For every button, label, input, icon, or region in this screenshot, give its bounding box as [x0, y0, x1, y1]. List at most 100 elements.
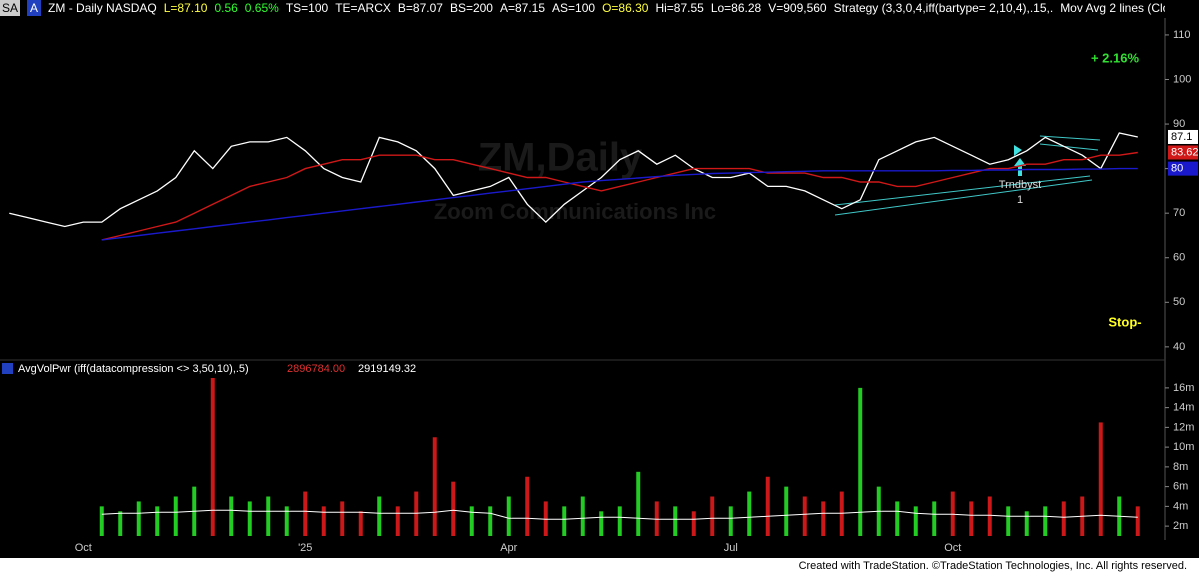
volume-bar: [710, 496, 715, 536]
avg-volume-line: [101, 509, 1138, 520]
x-tick-label: Jul: [724, 542, 738, 554]
y-tick-label: 16m: [1173, 382, 1194, 394]
volume-bar: [969, 501, 974, 536]
volume-bar: [987, 496, 992, 536]
last-value-box: [1168, 145, 1198, 160]
volume-bar: [895, 501, 900, 536]
trendlines: [834, 135, 1101, 216]
volume-bar: [210, 378, 215, 536]
price-line: [101, 151, 1138, 241]
y-tick-label: 6m: [1173, 481, 1188, 493]
last-value-label: 83.62: [1171, 146, 1199, 158]
x-tick-label: '25: [298, 542, 312, 554]
y-tick-label: 40: [1173, 341, 1185, 353]
volume-bar: [173, 496, 178, 536]
y-tick-label: 8m: [1173, 461, 1188, 473]
y-tick-label: 100: [1173, 73, 1191, 85]
header-item: Mov Avg 2 lines (Clo: [1060, 1, 1165, 15]
volume-bar: [1006, 506, 1011, 536]
header-item: ZM - Daily NASDAQ: [48, 1, 157, 15]
volume-bar: [432, 437, 437, 536]
header-item: TS=100: [285, 1, 329, 15]
volume-bar: [1061, 501, 1066, 536]
volume-bar: [284, 506, 289, 536]
header-item: BS=200: [449, 1, 493, 15]
volume-bar: [266, 496, 271, 536]
volume-bar: [636, 471, 641, 536]
x-tick-label: Apr: [500, 542, 517, 554]
y-tick-label: 14m: [1173, 402, 1194, 414]
volume-bar: [802, 496, 807, 536]
y-tick-label: 10m: [1173, 441, 1194, 453]
header-item: O=86.30: [602, 1, 649, 15]
header-item: SA: [0, 0, 21, 16]
watermark: ZM,Daily: [478, 136, 643, 180]
volume-bar: [1024, 511, 1029, 536]
volume-bar: [858, 387, 863, 536]
header-item: L=87.10: [163, 1, 208, 15]
volume-bar: [321, 506, 326, 536]
readout: 2896784.00: [287, 363, 345, 375]
volume-bar: [1098, 422, 1103, 536]
indicator-title: AvgVolPwr (iff(datacompression <> 3,50,1…: [18, 363, 249, 375]
y-tick-label: 50: [1173, 296, 1185, 308]
volume-bar: [1043, 506, 1048, 536]
volume-bar: [691, 511, 696, 536]
volume-bar: [580, 496, 585, 536]
annotation: 1: [1017, 194, 1023, 206]
y-tick-label: 4m: [1173, 500, 1188, 512]
last-value-box: [1168, 161, 1198, 176]
header-item: Strategy (3,3,0,4,iff(bartype= 2,10,4),.…: [833, 1, 1054, 15]
volume-bar: [784, 486, 789, 536]
volume-bar: [932, 501, 937, 536]
header-item: AS=100: [552, 1, 596, 15]
last-value-box: [1168, 129, 1198, 144]
volume-bar: [229, 496, 234, 536]
indicator-icon: [2, 363, 13, 374]
y-tick-label: 2m: [1173, 520, 1188, 532]
y-tick-label: 12m: [1173, 421, 1194, 433]
header-item: Lo=86.28: [710, 1, 762, 15]
volume-bar: [488, 506, 493, 536]
volume-bar: [617, 506, 622, 536]
volume-bar: [303, 491, 308, 536]
volume-bar: [395, 506, 400, 536]
chart: ZM,Daily Zoom Communications Inc + 2.16%…: [0, 18, 1199, 554]
header-item: A: [27, 0, 42, 16]
volume-bar: [747, 491, 752, 536]
price-line: [101, 167, 1138, 241]
last-value-label: 87.1: [1171, 131, 1192, 143]
volume-bar: [1135, 506, 1140, 536]
volume-bar: [358, 511, 363, 536]
header-item: Hi=87.55: [655, 1, 704, 15]
y-tick-label: 110: [1173, 29, 1191, 41]
header-item: 0.56: [214, 1, 238, 15]
volume-bar: [950, 491, 955, 536]
footer: Created with TradeStation. ©TradeStation…: [0, 558, 1199, 574]
y-tick-label: 90: [1173, 118, 1185, 130]
annotation: Trndbyst: [999, 179, 1041, 191]
last-value-label: 80: [1171, 163, 1183, 175]
header: SA A ZM - Daily NASDAQ L=87.10 0.56 0.65% TS=1…: [0, 0, 1165, 16]
volume-bar: [340, 501, 345, 536]
volume-bar: [247, 501, 252, 536]
volume-bar: [99, 506, 104, 536]
x-tick-label: Oct: [944, 542, 961, 554]
volume-bar: [155, 506, 160, 536]
volume-bar: [451, 481, 456, 536]
header-item: 0.65%: [244, 1, 279, 15]
header-item: V=909,560: [768, 1, 827, 15]
annotation: Stop-: [1108, 314, 1141, 329]
volume-bar: [765, 476, 770, 536]
readout: 2919149.32: [358, 363, 416, 375]
y-tick-label: 60: [1173, 252, 1185, 264]
footer-text: Created with TradeStation. ©TradeStation…: [798, 560, 1187, 572]
volume-bar: [469, 506, 474, 536]
volume-bar: [599, 511, 604, 536]
volume-bar: [821, 501, 826, 536]
volume-bar: [118, 511, 123, 536]
volume-bar: [673, 506, 678, 536]
volume-bar: [562, 506, 567, 536]
annotation: + 2.16%: [1091, 50, 1140, 65]
